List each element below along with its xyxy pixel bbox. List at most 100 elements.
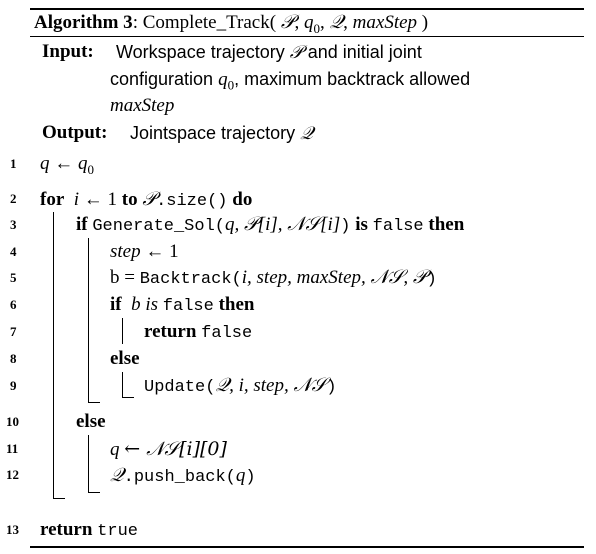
param-maxstep: maxStep bbox=[352, 12, 418, 33]
param-q: q bbox=[304, 12, 314, 33]
line-number-11: 11 bbox=[6, 441, 19, 456]
input-keyword: Input bbox=[42, 41, 88, 62]
line-number-5: 5 bbox=[10, 270, 17, 285]
input-q: q bbox=[218, 69, 228, 90]
l7-return: return bbox=[144, 321, 197, 342]
line-number-12: 12 bbox=[6, 467, 19, 482]
top-rule bbox=[30, 8, 584, 10]
l9-fn: Update( bbox=[144, 378, 216, 397]
l3-is: is bbox=[355, 214, 368, 235]
param-q-sub: 0 bbox=[313, 20, 321, 36]
header-rule bbox=[30, 36, 584, 37]
l6-cond: b is bbox=[131, 294, 159, 315]
l3-close: ) bbox=[340, 217, 351, 236]
l6-false: false bbox=[162, 297, 214, 316]
else-block-bar bbox=[88, 435, 89, 492]
code-line-7: return false bbox=[144, 320, 252, 346]
input-text-3: maxStep bbox=[110, 94, 174, 118]
l2-assign: ← 1 bbox=[83, 189, 118, 210]
line-number-1: 1 bbox=[10, 156, 17, 171]
l1-q0: q bbox=[78, 153, 88, 174]
l2-to: to bbox=[121, 189, 138, 210]
l4-step: step bbox=[110, 241, 141, 262]
algorithm-label: Algorithm 3 bbox=[34, 12, 133, 33]
code-line-1: q ← q0 bbox=[40, 152, 94, 182]
algorithm-name: Complete_Track( bbox=[142, 12, 277, 33]
code-line-8: else bbox=[110, 347, 140, 371]
l7-false: false bbox=[201, 324, 253, 343]
code-line-4: step ← 1 bbox=[110, 240, 179, 264]
line-number-6: 6 bbox=[10, 297, 17, 312]
for-block-end bbox=[53, 498, 65, 499]
line-number-10: 10 bbox=[6, 414, 19, 429]
l3-false: false bbox=[372, 217, 424, 236]
input-line-1: Input: bbox=[42, 41, 94, 62]
l10-else: else bbox=[76, 411, 106, 432]
line-number-9: 9 bbox=[10, 378, 17, 393]
l5-args: i, step, maxStep, 𝒩𝒮, 𝒫 bbox=[241, 267, 427, 288]
l3-then: then bbox=[428, 214, 465, 235]
input-sym-P: 𝒫 bbox=[289, 42, 303, 63]
l1-arrow: ← bbox=[54, 153, 74, 174]
code-line-10: else bbox=[76, 410, 106, 434]
line-number-8: 8 bbox=[10, 351, 17, 366]
l9-args: 𝒬, i, step, 𝒩𝒮 bbox=[215, 375, 327, 396]
code-line-9: Update(𝒬, i, step, 𝒩𝒮) bbox=[144, 374, 337, 400]
l13-true: true bbox=[97, 522, 138, 541]
l11-q: q bbox=[110, 439, 120, 460]
l5-close: ) bbox=[426, 270, 437, 289]
l5-fn: Backtrack( bbox=[139, 270, 242, 289]
line-number-4: 4 bbox=[10, 244, 17, 259]
input-text-2b: , maximum backtrack allowed bbox=[234, 69, 471, 89]
l2-size: .size() bbox=[156, 192, 228, 211]
code-line-5: b = Backtrack(i, step, maxStep, 𝒩𝒮, 𝒫) bbox=[110, 266, 437, 292]
bottom-rule bbox=[30, 546, 584, 548]
line-number-7: 7 bbox=[10, 324, 17, 339]
code-line-6: if b is false then bbox=[110, 293, 254, 319]
l1-q0-sub: 0 bbox=[87, 161, 95, 177]
inner-if-bar bbox=[122, 318, 123, 344]
l12-close: ) bbox=[245, 468, 256, 487]
line-number-2: 2 bbox=[10, 191, 17, 206]
output-sym-Q: 𝒬 bbox=[300, 123, 314, 144]
input-text-2: configuration q0, maximum backtrack allo… bbox=[110, 67, 470, 98]
l12-fn: .push_back( bbox=[123, 468, 236, 487]
code-line-12: 𝒬.push_back(q) bbox=[110, 463, 256, 490]
l2-i: i bbox=[73, 189, 80, 210]
if-block-end bbox=[88, 402, 100, 403]
l12-Q: 𝒬 bbox=[110, 464, 124, 486]
l6-if: if bbox=[110, 294, 122, 315]
input-text-1: Workspace trajectory 𝒫 and initial joint bbox=[116, 40, 422, 65]
l8-else: else bbox=[110, 348, 140, 369]
for-block-bar bbox=[53, 212, 54, 498]
l6-then: then bbox=[218, 294, 255, 315]
param-P: 𝒫 bbox=[280, 11, 295, 33]
line-number-3: 3 bbox=[10, 217, 17, 232]
l13-return: return bbox=[40, 519, 93, 540]
input-q-sub: 0 bbox=[227, 77, 235, 93]
l5-b: b = bbox=[110, 267, 135, 288]
l2-for: for bbox=[40, 189, 65, 210]
l2-P: 𝒫 bbox=[142, 188, 157, 210]
l11-rest: ← 𝒩𝒮[i][0] bbox=[124, 438, 227, 460]
if-block-bar bbox=[88, 238, 89, 402]
l3-if: if bbox=[76, 214, 88, 235]
l3-fn: Generate_Sol( bbox=[92, 217, 225, 236]
inner-else-end bbox=[122, 397, 134, 398]
l12-q: q bbox=[235, 465, 246, 486]
param-Q: 𝒬 bbox=[329, 11, 344, 33]
input-maxstep: maxStep bbox=[110, 95, 175, 116]
line-number-13: 13 bbox=[6, 522, 19, 537]
l9-close: ) bbox=[326, 378, 337, 397]
input-text-1b: and initial joint bbox=[307, 42, 422, 62]
l3-args: q, 𝒫[i], 𝒩𝒮[i] bbox=[224, 214, 341, 235]
inner-else-bar bbox=[122, 372, 123, 397]
code-line-3: if Generate_Sol(q, 𝒫[i], 𝒩𝒮[i]) is false… bbox=[76, 213, 464, 239]
code-line-11: q ← 𝒩𝒮[i][0] bbox=[110, 437, 227, 462]
output-text: Jointspace trajectory 𝒬 bbox=[130, 121, 313, 146]
input-text-1a: Workspace trajectory bbox=[116, 42, 285, 62]
else-block-end bbox=[88, 492, 100, 493]
code-line-13: return true bbox=[40, 518, 138, 544]
output-text-a: Jointspace trajectory bbox=[130, 123, 296, 143]
l2-do: do bbox=[232, 189, 253, 210]
